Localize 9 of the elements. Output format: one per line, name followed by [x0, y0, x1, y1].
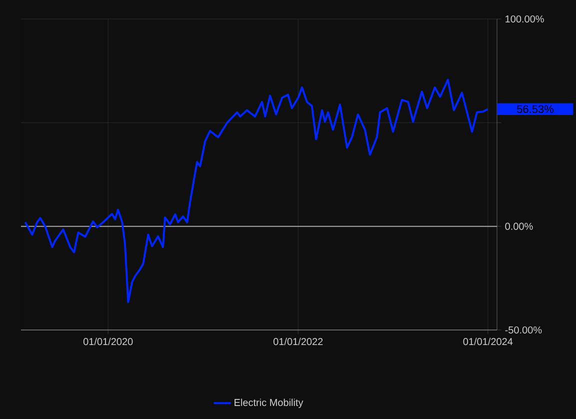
y-tick-label: -50.00%: [505, 326, 542, 334]
y-tick-label: 100.00%: [506, 15, 544, 23]
x-tick-label: 01/01/2020: [83, 338, 133, 346]
text: 56.53%: [516, 105, 554, 114]
x-tick-label: 01/01/2022: [273, 338, 323, 346]
y-tick-label: 0.00%: [505, 222, 533, 230]
legend-label: Electric Mobility: [234, 398, 304, 408]
x-tick-label: 01/01/2024: [463, 338, 513, 346]
line-series: [24, 78, 489, 303]
